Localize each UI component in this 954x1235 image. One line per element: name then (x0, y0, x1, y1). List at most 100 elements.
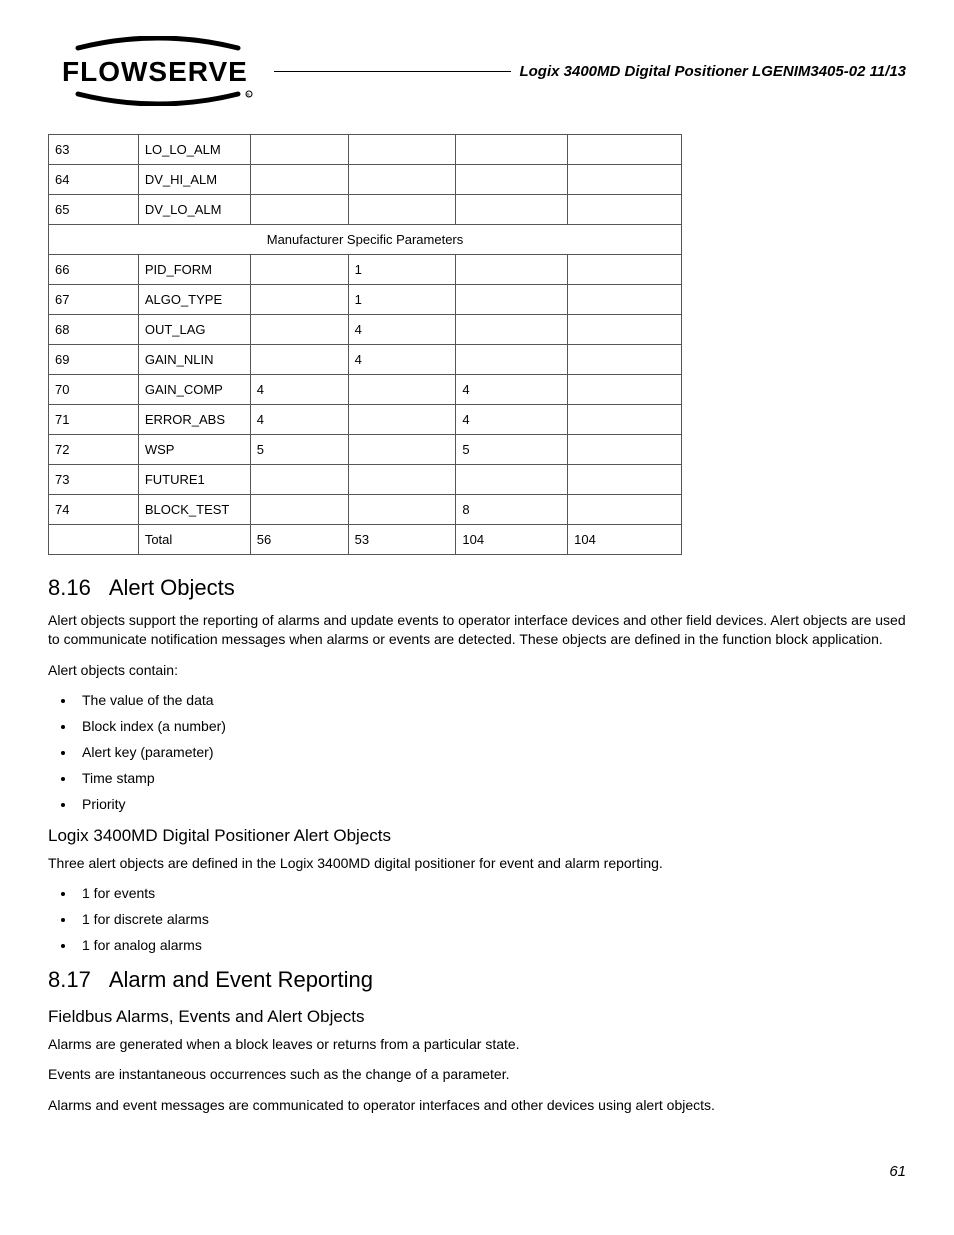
table-cell: GAIN_NLIN (138, 345, 250, 375)
list-item: Priority (76, 796, 906, 812)
paragraph: Alert objects support the reporting of a… (48, 611, 906, 649)
parameters-table: 63LO_LO_ALM64DV_HI_ALM65DV_LO_ALM Manufa… (48, 134, 682, 555)
table-row: 68OUT_LAG4 (49, 315, 682, 345)
table-cell: 104 (456, 525, 568, 555)
table-cell (348, 165, 456, 195)
table-row: 64DV_HI_ALM (49, 165, 682, 195)
paragraph: Alarms and event messages are communicat… (48, 1096, 906, 1115)
table-cell: 1 (348, 255, 456, 285)
table-cell (568, 285, 682, 315)
bullet-list: 1 for events1 for discrete alarms1 for a… (76, 885, 906, 953)
table-cell: 4 (456, 375, 568, 405)
paragraph: Alert objects contain: (48, 661, 906, 680)
table-cell (456, 195, 568, 225)
table-cell: ERROR_ABS (138, 405, 250, 435)
table-cell (456, 315, 568, 345)
table-cell (250, 315, 348, 345)
table-cell (348, 375, 456, 405)
table-cell (568, 165, 682, 195)
paragraph: Events are instantaneous occurrences suc… (48, 1065, 906, 1084)
page-header: FLOWSERVE R Logix 3400MD Digital Positio… (48, 36, 906, 106)
table-cell: 4 (348, 345, 456, 375)
table-cell: DV_HI_ALM (138, 165, 250, 195)
table-cell (250, 285, 348, 315)
subsection-heading: Fieldbus Alarms, Events and Alert Object… (48, 1007, 906, 1027)
table-cell (456, 135, 568, 165)
table-row: 63LO_LO_ALM (49, 135, 682, 165)
table-row: 69GAIN_NLIN 4 (49, 345, 682, 375)
table-row: 65DV_LO_ALM (49, 195, 682, 225)
table-cell (568, 315, 682, 345)
header-rule (274, 71, 511, 72)
table-cell (348, 435, 456, 465)
table-cell (568, 255, 682, 285)
table-cell: 66 (49, 255, 139, 285)
list-item: Alert key (parameter) (76, 744, 906, 760)
table-cell (348, 135, 456, 165)
table-cell: FUTURE1 (138, 465, 250, 495)
table-cell: GAIN_COMP (138, 375, 250, 405)
table-cell: 69 (49, 345, 139, 375)
table-cell (348, 195, 456, 225)
table-cell: ALGO_TYPE (138, 285, 250, 315)
table-cell (568, 435, 682, 465)
page: FLOWSERVE R Logix 3400MD Digital Positio… (0, 0, 954, 1200)
table-cell (568, 465, 682, 495)
table-cell (348, 405, 456, 435)
table-cell (568, 495, 682, 525)
section-heading-alert-objects: 8.16 Alert Objects (48, 575, 906, 601)
subsection-heading: Logix 3400MD Digital Positioner Alert Ob… (48, 826, 906, 846)
table-row: 70GAIN_COMP44 (49, 375, 682, 405)
table-cell (250, 495, 348, 525)
table-cell (250, 345, 348, 375)
doc-title-row: Logix 3400MD Digital Positioner LGENIM34… (274, 63, 906, 80)
table-cell: DV_LO_ALM (138, 195, 250, 225)
table-cell: 53 (348, 525, 456, 555)
table-cell (250, 165, 348, 195)
table-cell: 1 (348, 285, 456, 315)
table-row: 67ALGO_TYPE 1 (49, 285, 682, 315)
paragraph: Alarms are generated when a block leaves… (48, 1035, 906, 1054)
table-cell: WSP (138, 435, 250, 465)
table-cell: 4 (456, 405, 568, 435)
table-cell: 67 (49, 285, 139, 315)
table-row: 71ERROR_ABS44 (49, 405, 682, 435)
table-cell (568, 405, 682, 435)
table-cell: 4 (348, 315, 456, 345)
table-cell: Total (138, 525, 250, 555)
table-cell: 74 (49, 495, 139, 525)
table-cell: 72 (49, 435, 139, 465)
paragraph: Three alert objects are defined in the L… (48, 854, 906, 873)
table-cell: 104 (568, 525, 682, 555)
table-row: 72WSP55 (49, 435, 682, 465)
table-cell (49, 525, 139, 555)
table-row: 73FUTURE1 (49, 465, 682, 495)
table-cell: 65 (49, 195, 139, 225)
section-number: 8.17 (48, 967, 91, 993)
table-cell: PID_FORM (138, 255, 250, 285)
table-row: 74BLOCK_TEST8 (49, 495, 682, 525)
table-cell (456, 345, 568, 375)
table-cell: 5 (456, 435, 568, 465)
table-cell (250, 465, 348, 495)
section-title: Alert Objects (109, 575, 235, 600)
table-cell: 68 (49, 315, 139, 345)
list-item: Block index (a number) (76, 718, 906, 734)
table-cell: 73 (49, 465, 139, 495)
table-cell: 4 (250, 405, 348, 435)
table-cell: LO_LO_ALM (138, 135, 250, 165)
flowserve-logo: FLOWSERVE R (48, 36, 268, 106)
table-cell (456, 165, 568, 195)
table-cell: 4 (250, 375, 348, 405)
list-item: The value of the data (76, 692, 906, 708)
table-cell (456, 285, 568, 315)
section-title: Alarm and Event Reporting (109, 967, 373, 992)
section-number: 8.16 (48, 575, 91, 601)
table-cell (250, 255, 348, 285)
table-section-header: Manufacturer Specific Parameters (49, 225, 682, 255)
table-cell: 70 (49, 375, 139, 405)
page-number: 61 (48, 1163, 906, 1180)
table-cell (456, 255, 568, 285)
table-cell (568, 345, 682, 375)
table-cell: 64 (49, 165, 139, 195)
